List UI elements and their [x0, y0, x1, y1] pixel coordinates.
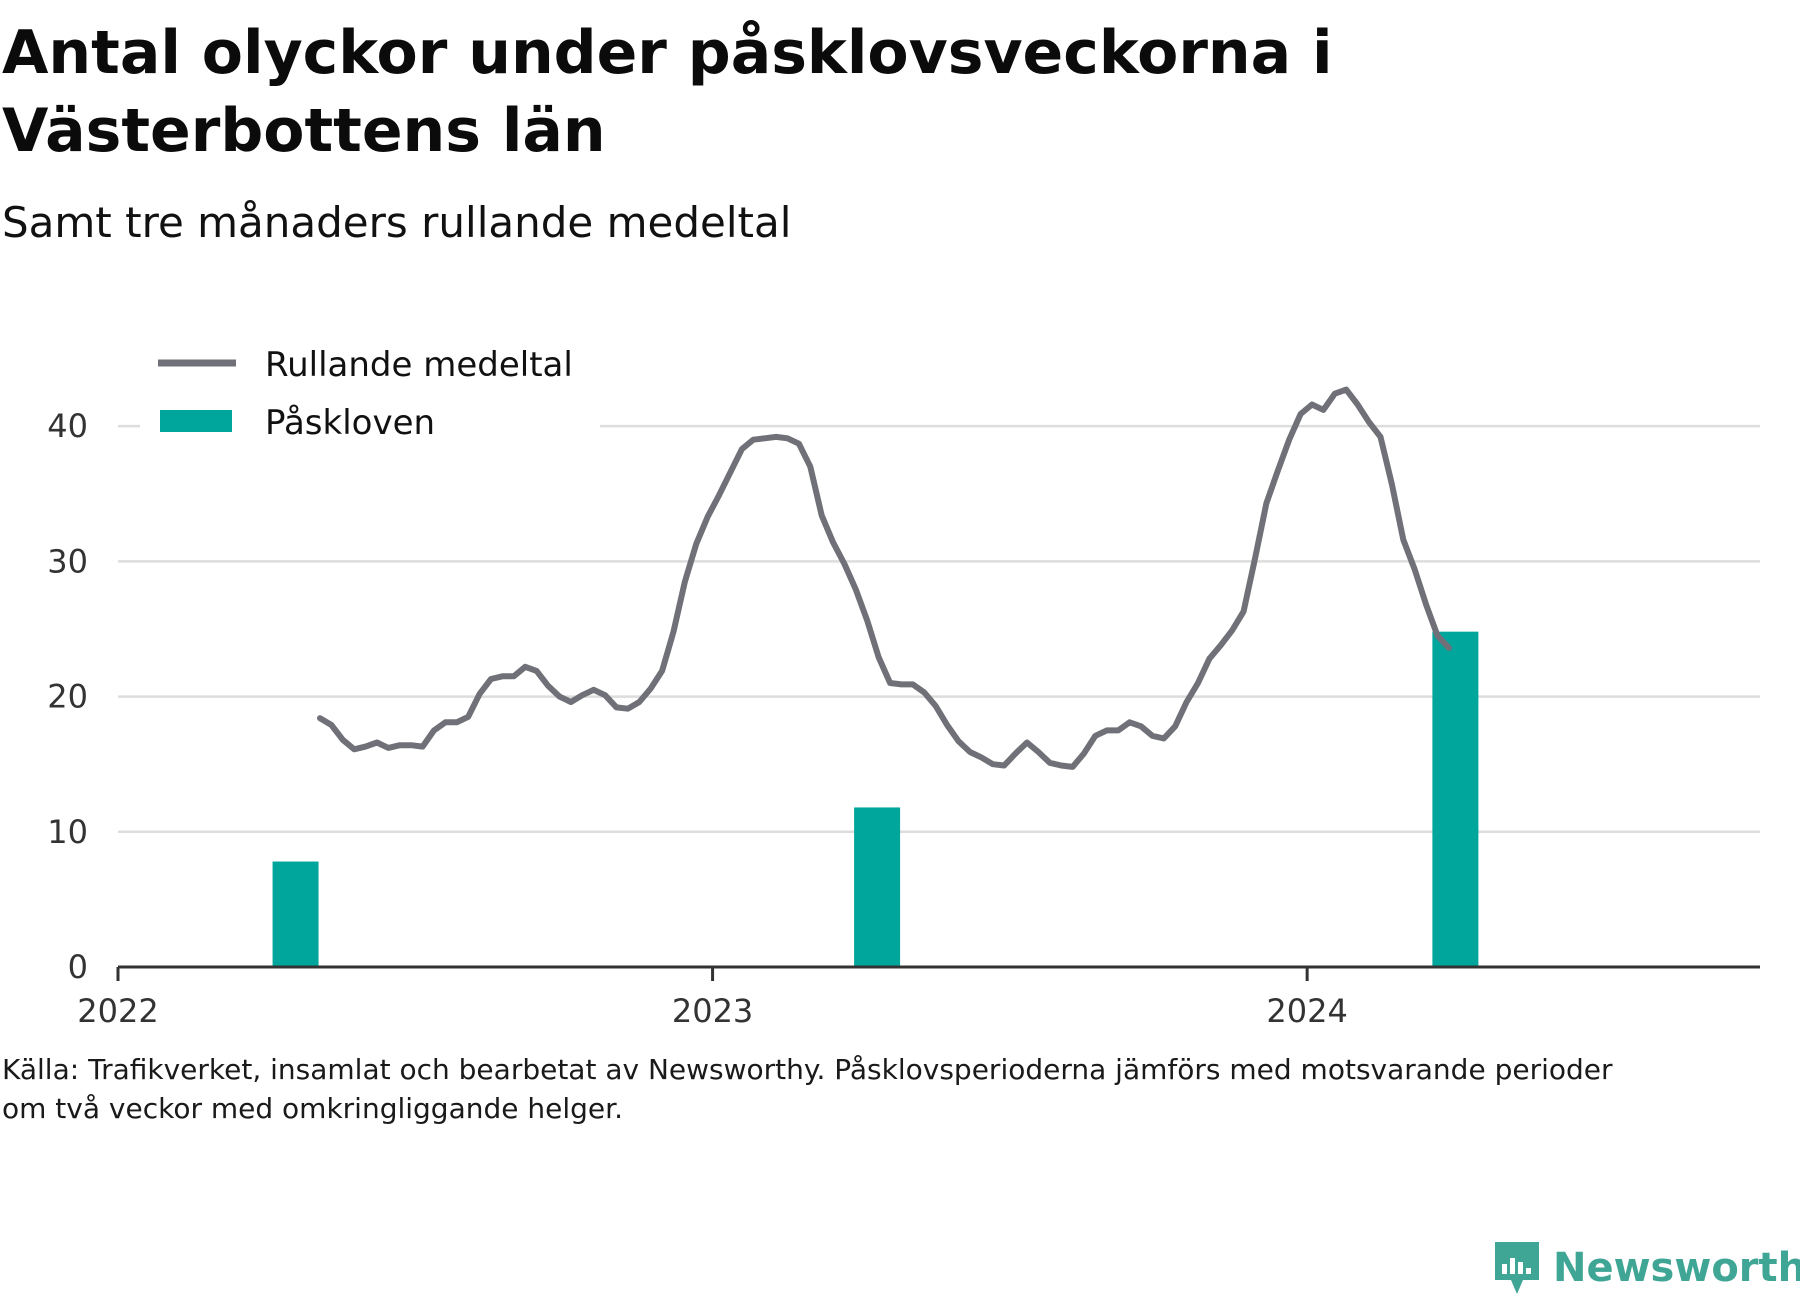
bar-paskloven-2	[1432, 631, 1479, 967]
source-note: Källa: Trafikverket, insamlat och bearbe…	[2, 1050, 1742, 1128]
legend-label-rullande-medeltal: Rullande medeltal	[265, 345, 573, 385]
x-tick-label: 2024	[1266, 992, 1347, 1030]
line-series-rullande-medeltal	[317, 386, 1452, 770]
bar-paskloven-0	[272, 861, 319, 967]
source-line-2: om två veckor med omkringliggande helger…	[2, 1092, 623, 1125]
chart-title: Antal olyckor under påsklovsveckorna i V…	[2, 18, 1333, 166]
y-tick-label: 30	[47, 542, 88, 580]
brand: Newsworthy	[1493, 1240, 1800, 1296]
brand-name: Newsworthy	[1553, 1245, 1800, 1291]
grid-lines	[118, 424, 1760, 834]
y-tick-label: 40	[47, 407, 88, 445]
bar-series-paskloven	[272, 631, 1479, 967]
legend-label-paskloven: Påskloven	[265, 403, 435, 443]
y-tick-label: 10	[47, 813, 88, 851]
y-tick-label: 20	[47, 678, 88, 716]
y-tick-label: 0	[68, 948, 88, 986]
line-rullande-medeltal	[317, 386, 1452, 770]
legend-swatch-bar	[160, 410, 232, 432]
chart-subtitle: Samt tre månaders rullande medeltal	[2, 198, 792, 247]
x-tick-label: 2022	[77, 992, 158, 1030]
axes: 0 10 20 30 40 2022 2023 2024	[47, 407, 1760, 1030]
newsworthy-logo-icon	[1495, 1242, 1539, 1294]
x-tick-label: 2023	[672, 992, 753, 1030]
legend: Rullande medeltal Påskloven	[140, 330, 600, 446]
bar-paskloven-1	[854, 807, 901, 967]
source-line-1: Källa: Trafikverket, insamlat och bearbe…	[2, 1053, 1613, 1086]
chart: 0 10 20 30 40 2022 2023 2024 Rullande medeltal P…	[47, 330, 1760, 1030]
